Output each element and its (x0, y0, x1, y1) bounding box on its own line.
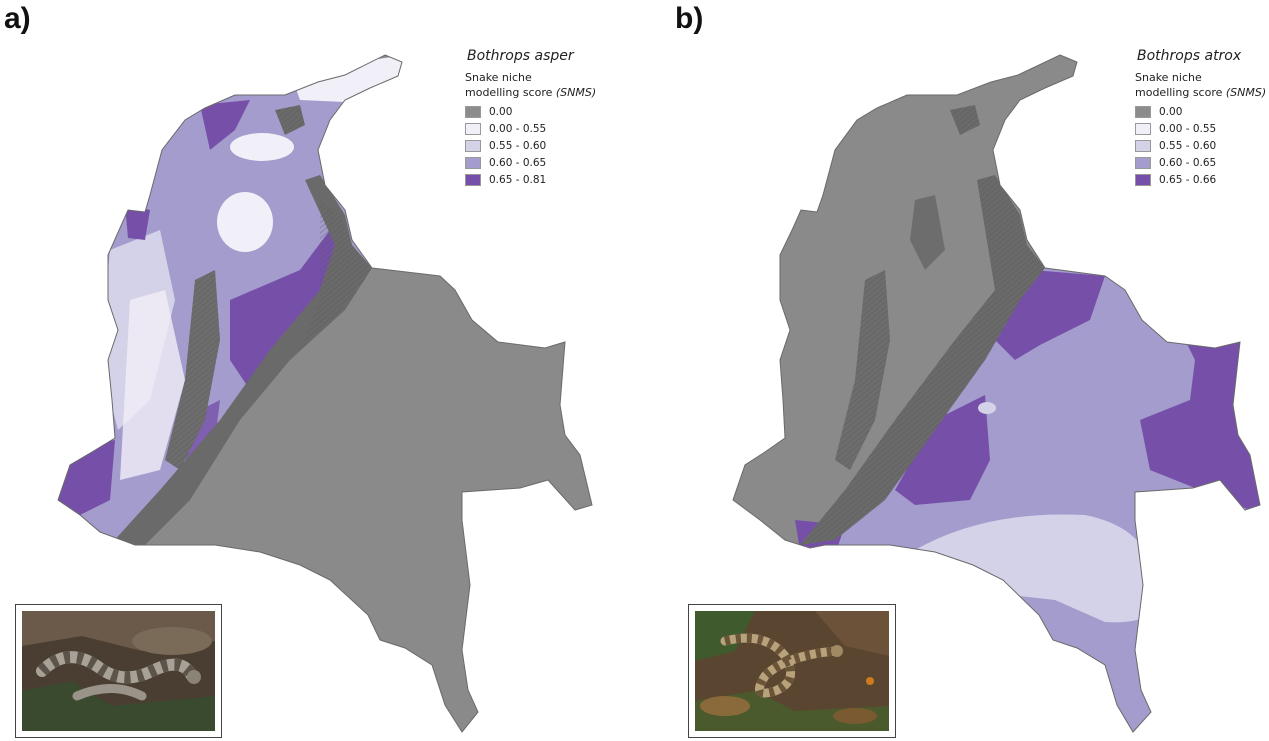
panel-a: a) Bothrops asper Snake niche modelling … (0, 0, 634, 741)
legend-item: 0.65 - 0.81 (465, 171, 630, 188)
legend-swatch (465, 173, 481, 186)
legend-label: 0.00 - 0.55 (1159, 122, 1217, 135)
legend-a: Bothrops asper Snake niche modelling sco… (465, 48, 630, 188)
legend-label: 0.60 - 0.65 (1159, 156, 1217, 169)
map-bothrops-atrox (732, 54, 1261, 733)
panel-label-a: a) (4, 2, 31, 35)
legend-swatch (1135, 173, 1151, 186)
legend-swatch (1135, 122, 1151, 135)
legend-swatch (1135, 156, 1151, 169)
legend-item: 0.60 - 0.65 (1135, 154, 1267, 171)
legend-label: 0.00 (1159, 105, 1183, 118)
legend-swatch (1135, 139, 1151, 152)
snake-photo-bothrops-atrox (695, 611, 889, 731)
snake-photo-bothrops-asper (22, 611, 215, 731)
legend-swatch (465, 139, 481, 152)
snake-photo-frame-a (15, 604, 222, 738)
legend-label: 0.55 - 0.60 (489, 139, 547, 152)
legend-label: 0.65 - 0.81 (489, 173, 547, 186)
legend-swatch (465, 156, 481, 169)
legend-item: 0.65 - 0.66 (1135, 171, 1267, 188)
legend-subtitle: Snake niche modelling score (SNMS) (1135, 70, 1267, 100)
legend-species-name: Bothrops asper (467, 48, 574, 64)
legend-species-name: Bothrops atrox (1137, 48, 1242, 64)
legend-item: 0.00 - 0.55 (465, 120, 630, 137)
legend-swatch (1135, 105, 1151, 118)
legend-swatch (465, 122, 481, 135)
legend-subtitle: Snake niche modelling score (SNMS) (465, 70, 630, 100)
legend-item: 0.00 (465, 103, 630, 120)
legend-item: 0.60 - 0.65 (465, 154, 630, 171)
map-bothrops-asper (57, 54, 593, 733)
legend-label: 0.65 - 0.66 (1159, 173, 1217, 186)
legend-item: 0.55 - 0.60 (465, 137, 630, 154)
legend-item: 0.55 - 0.60 (1135, 137, 1267, 154)
legend-subtitle-abbr: (SNMS) (1225, 86, 1267, 99)
panel-b: b) Bothrops atrox Snake niche modelling … (635, 0, 1269, 741)
legend-item: 0.00 (1135, 103, 1267, 120)
panel-label-b: b) (675, 2, 704, 35)
legend-label: 0.60 - 0.65 (489, 156, 547, 169)
legend-label: 0.55 - 0.60 (1159, 139, 1217, 152)
legend-label: 0.00 (489, 105, 513, 118)
legend-subtitle-line2: modelling score (1135, 86, 1223, 99)
legend-subtitle-abbr: (SNMS) (555, 86, 597, 99)
legend-swatch (465, 105, 481, 118)
legend-subtitle-line1: Snake niche (465, 71, 532, 84)
legend-subtitle-line1: Snake niche (1135, 71, 1202, 84)
legend-item: 0.00 - 0.55 (1135, 120, 1267, 137)
legend-b: Bothrops atrox Snake niche modelling sco… (1135, 48, 1267, 188)
legend-label: 0.00 - 0.55 (489, 122, 547, 135)
snake-photo-frame-b (688, 604, 896, 738)
legend-subtitle-line2: modelling score (465, 86, 553, 99)
